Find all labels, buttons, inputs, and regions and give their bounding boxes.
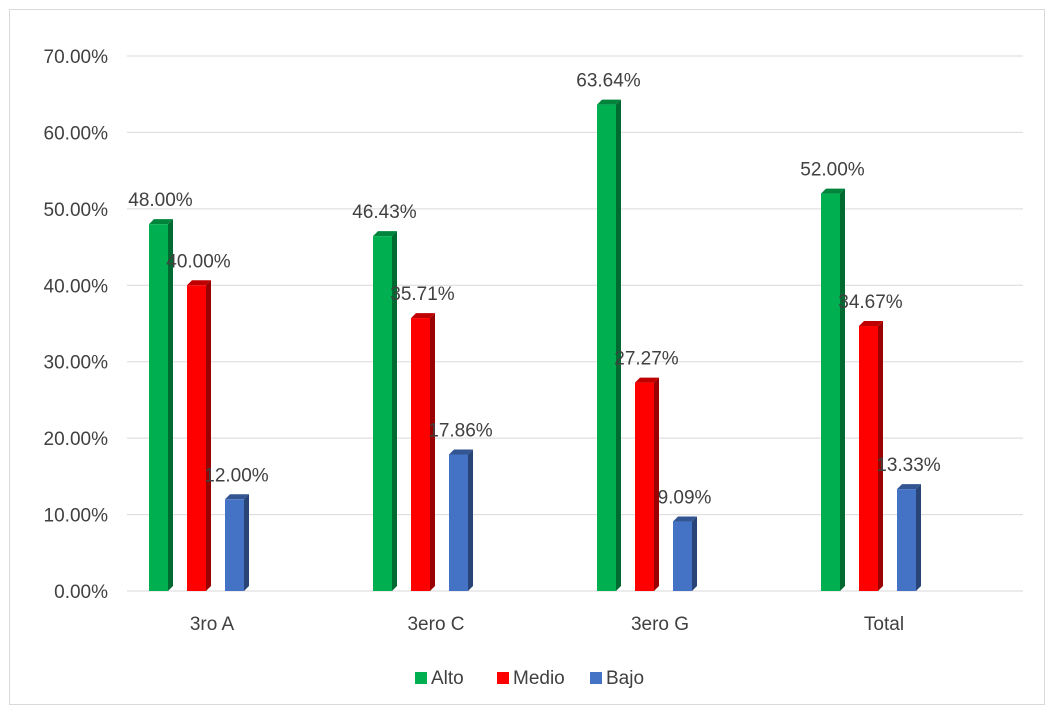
data-label: 12.00% [204, 465, 269, 486]
y-tick-label: 70.00% [44, 47, 109, 68]
bar-alto [149, 224, 168, 591]
legend: Alto Medio Bajo [415, 668, 644, 689]
bar-medio [859, 326, 878, 591]
bar-alto [373, 236, 392, 591]
bar-alto [821, 193, 840, 592]
legend-swatch [415, 672, 427, 684]
bar-side [878, 321, 883, 591]
y-tick-label: 0.00% [54, 582, 108, 603]
data-label: 46.43% [352, 202, 417, 223]
data-label: 48.00% [128, 190, 193, 211]
bar-medio [411, 318, 430, 591]
bar-bajo [897, 489, 916, 591]
data-label: 13.33% [876, 455, 941, 476]
data-label: 40.00% [166, 251, 231, 272]
y-tick-label: 50.00% [44, 200, 109, 221]
bar-top [373, 231, 397, 237]
category-label: 3ero C [407, 614, 464, 635]
bar-side [168, 219, 173, 591]
bar-medio [187, 285, 206, 591]
bar-side [840, 188, 845, 592]
data-label: 35.71% [390, 284, 455, 305]
y-tick-label: 60.00% [44, 123, 109, 144]
bar-side [916, 484, 921, 591]
data-label: 9.09% [658, 488, 712, 509]
bar-top [635, 377, 659, 383]
bar-top [411, 313, 435, 319]
bar-side [206, 280, 211, 591]
bar-top [149, 219, 173, 225]
bar-side [468, 449, 473, 591]
data-label: 52.00% [800, 160, 865, 181]
legend-label: Medio [513, 668, 565, 689]
legend-swatch [497, 672, 509, 684]
y-tick-label: 20.00% [44, 429, 109, 450]
y-tick-label: 30.00% [44, 353, 109, 374]
bar-medio [635, 382, 654, 591]
y-tick-label: 10.00% [44, 506, 109, 527]
bar-top [821, 188, 845, 194]
bar-top [859, 321, 883, 327]
bar-top [225, 494, 249, 500]
data-label: 63.64% [576, 71, 641, 92]
data-label: 27.27% [614, 349, 679, 370]
bar-side [654, 377, 659, 591]
category-label: Total [864, 614, 904, 635]
bar-top [597, 99, 621, 105]
category-label: 3ro A [190, 614, 235, 635]
bar-top [449, 449, 473, 455]
bar-side [244, 494, 249, 591]
bar-top [673, 516, 697, 522]
bar-top [187, 280, 211, 286]
legend-label: Bajo [606, 668, 644, 689]
legend-swatch [590, 672, 602, 684]
bar-side [616, 99, 621, 591]
data-labels: 48.00% 40.00% 12.00% 46.43% 35.71% 17.86% 63.6… [128, 71, 941, 509]
bar-bajo [449, 454, 468, 591]
bar-side [692, 516, 697, 591]
y-axis-ticks: 0.00% 10.00% 20.00% 30.00% 40.00% 50.00% 60.00… [44, 47, 109, 603]
bar-alto [597, 104, 616, 591]
legend-label: Alto [431, 668, 464, 689]
y-tick-label: 40.00% [44, 276, 109, 297]
bar-side [392, 231, 397, 591]
data-label: 17.86% [428, 420, 493, 441]
x-axis-categories: 3ro A 3ero C 3ero G Total [190, 614, 904, 635]
category-label: 3ero G [631, 614, 689, 635]
bar-bajo [225, 499, 244, 591]
bars [149, 99, 921, 592]
gridlines [127, 55, 1023, 592]
data-label: 34.67% [838, 292, 903, 313]
bar-bajo [673, 521, 692, 591]
bar-side [430, 313, 435, 591]
bar-top [897, 484, 921, 490]
